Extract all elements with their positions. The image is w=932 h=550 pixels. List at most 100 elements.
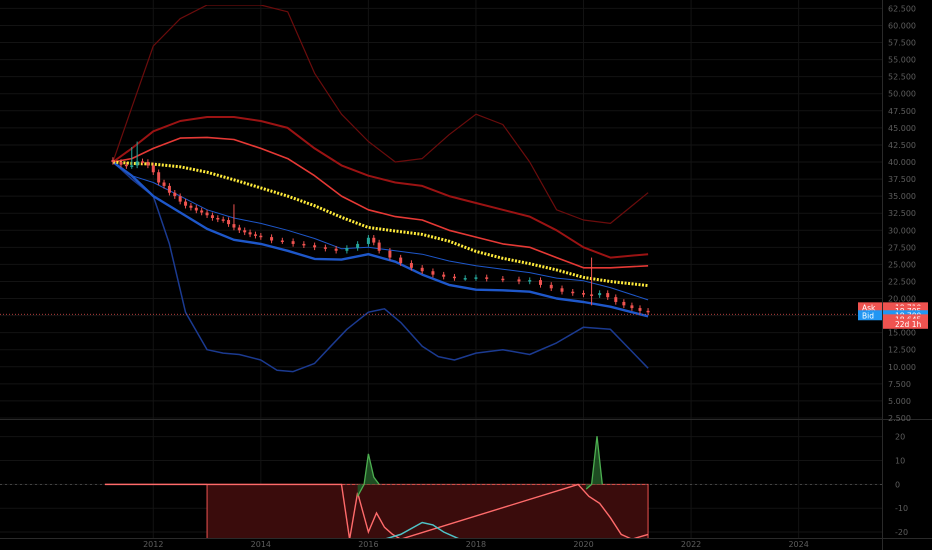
- oscillator-spike[interactable]: [585, 436, 603, 490]
- candle[interactable]: [431, 268, 435, 278]
- candle[interactable]: [189, 202, 193, 211]
- time-axis-tick-label: 2022: [681, 540, 701, 549]
- lower-band-inner[interactable]: [112, 161, 649, 301]
- candle[interactable]: [388, 248, 392, 261]
- candle[interactable]: [463, 275, 467, 281]
- candle[interactable]: [243, 227, 247, 236]
- candle[interactable]: [221, 216, 225, 223]
- candle[interactable]: [111, 157, 115, 165]
- candle-body: [501, 278, 505, 281]
- candle[interactable]: [135, 141, 139, 169]
- candle[interactable]: [210, 212, 214, 221]
- candle[interactable]: [399, 254, 403, 266]
- candle[interactable]: [291, 238, 295, 247]
- candle[interactable]: [366, 235, 370, 247]
- candle[interactable]: [517, 276, 521, 285]
- price-tag-plain[interactable]: 22d 1h: [883, 318, 928, 329]
- candle[interactable]: [377, 239, 381, 254]
- candle-body: [141, 161, 145, 163]
- candle[interactable]: [560, 285, 564, 295]
- candle[interactable]: [549, 282, 553, 292]
- candle[interactable]: [571, 288, 575, 296]
- price-axis-tick-label: 50.000: [888, 90, 916, 99]
- candle[interactable]: [323, 244, 327, 252]
- candle[interactable]: [124, 162, 128, 169]
- candle-body: [135, 161, 139, 166]
- candle[interactable]: [485, 274, 489, 282]
- price-tag-label-bg: [858, 302, 882, 313]
- candle[interactable]: [622, 299, 626, 309]
- oscillator-panel[interactable]: [0, 436, 882, 539]
- candle[interactable]: [130, 146, 134, 169]
- candle[interactable]: [614, 294, 618, 305]
- candle[interactable]: [119, 159, 123, 168]
- candle[interactable]: [590, 257, 594, 306]
- candle[interactable]: [162, 179, 166, 189]
- candle[interactable]: [302, 241, 306, 249]
- upper-band-outer[interactable]: [112, 5, 649, 224]
- candle[interactable]: [646, 308, 650, 315]
- candle[interactable]: [420, 265, 424, 274]
- oscillator-fill-area[interactable]: [206, 483, 649, 539]
- candle[interactable]: [501, 276, 505, 283]
- candle[interactable]: [178, 193, 182, 205]
- price-axis-tick-label: 25.000: [888, 260, 916, 269]
- oscillator-spike[interactable]: [357, 453, 380, 497]
- candle[interactable]: [227, 217, 231, 227]
- candle-body: [237, 227, 241, 231]
- candle[interactable]: [334, 245, 338, 254]
- upper-band-mid[interactable]: [112, 116, 649, 259]
- candle[interactable]: [167, 183, 171, 196]
- candle[interactable]: [216, 215, 220, 223]
- candle[interactable]: [606, 290, 610, 300]
- candle[interactable]: [409, 260, 413, 271]
- candle[interactable]: [184, 198, 188, 209]
- candle[interactable]: [452, 273, 456, 281]
- candle[interactable]: [173, 189, 177, 199]
- candle[interactable]: [598, 290, 602, 298]
- candle-body: [157, 172, 161, 183]
- candle[interactable]: [538, 277, 542, 288]
- candle[interactable]: [582, 290, 586, 298]
- price-axis-tick-label: 62.500: [888, 4, 916, 13]
- candle[interactable]: [280, 237, 284, 244]
- candle-body: [560, 288, 564, 292]
- candle[interactable]: [194, 205, 198, 214]
- candle[interactable]: [345, 245, 349, 254]
- candle[interactable]: [630, 302, 634, 311]
- candle[interactable]: [356, 241, 360, 251]
- price-axis-tick-label: 15.000: [888, 329, 916, 338]
- lower-band-main[interactable]: [112, 161, 649, 318]
- candle[interactable]: [141, 158, 145, 165]
- time-axis-tick-label: 2024: [788, 540, 808, 549]
- price-panel[interactable]: [0, 5, 882, 373]
- oscillator-signal-line[interactable]: [385, 521, 460, 540]
- candle-body: [221, 219, 225, 221]
- candle-body: [582, 293, 586, 295]
- lower-band-outer[interactable]: [112, 161, 649, 373]
- candle-body: [474, 277, 478, 279]
- candle[interactable]: [237, 224, 241, 234]
- candle[interactable]: [442, 271, 446, 280]
- candle[interactable]: [270, 234, 274, 244]
- candle[interactable]: [259, 233, 263, 240]
- oscillator-line[interactable]: [104, 483, 649, 539]
- candle[interactable]: [638, 305, 642, 314]
- candle[interactable]: [157, 169, 161, 186]
- candle[interactable]: [253, 231, 257, 239]
- candle[interactable]: [248, 229, 252, 238]
- upper-band-inner[interactable]: [112, 136, 649, 269]
- moving-average-line[interactable]: [112, 160, 649, 288]
- candle[interactable]: [372, 235, 376, 246]
- candle[interactable]: [200, 207, 204, 216]
- candle[interactable]: [528, 277, 532, 285]
- candle[interactable]: [146, 159, 150, 169]
- candle[interactable]: [474, 274, 478, 281]
- candle[interactable]: [205, 209, 209, 218]
- candle[interactable]: [232, 204, 236, 231]
- candle-body: [194, 207, 198, 211]
- candle[interactable]: [151, 162, 155, 175]
- candle[interactable]: [313, 242, 317, 251]
- candle-body: [130, 165, 134, 167]
